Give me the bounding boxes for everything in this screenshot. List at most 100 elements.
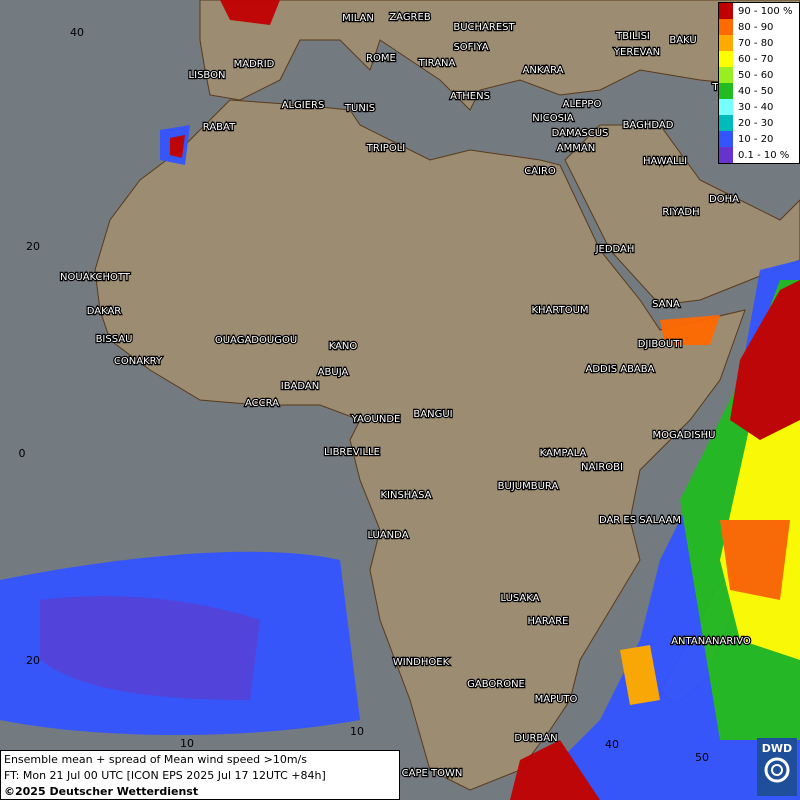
city-label: ALGIERS: [282, 100, 325, 111]
legend-label: 50 - 60: [738, 69, 774, 81]
grid-label: 10: [180, 737, 194, 750]
logo-text: DWD: [761, 742, 793, 755]
grid-label: 40: [605, 738, 619, 751]
legend-swatch: [719, 67, 733, 83]
grid-label: 40: [70, 26, 84, 39]
logo: DWD: [757, 738, 797, 796]
city-label: LUSAKA: [501, 593, 540, 604]
city-label: ZAGREB: [389, 12, 431, 23]
city-label: TRIPOLI: [366, 143, 405, 154]
legend-label: 30 - 40: [738, 101, 774, 113]
legend-swatch: [719, 3, 733, 19]
city-label: ATHENS: [450, 91, 490, 102]
city-label: HAWALLI: [643, 156, 687, 167]
city-label: BUJUMBURA: [498, 481, 559, 492]
city-label: BUCHAREST: [453, 22, 515, 33]
city-label: ROME: [366, 53, 396, 64]
grid-label: 50: [695, 751, 709, 764]
legend-item: 10 - 20: [719, 131, 799, 147]
city-label: MILAN: [342, 13, 374, 24]
legend-swatch: [719, 147, 733, 163]
legend-label: 60 - 70: [738, 53, 774, 65]
city-label: BAGHDAD: [623, 120, 674, 131]
city-label: SANA: [652, 299, 680, 310]
city-label: BISSAU: [96, 334, 133, 345]
city-label: SOFIYA: [453, 42, 488, 53]
city-label: ABUJA: [318, 367, 349, 378]
legend-item: 20 - 30: [719, 115, 799, 131]
city-label: KHARTOUM: [531, 305, 588, 316]
legend-item: 80 - 90: [719, 19, 799, 35]
city-label: BANGUI: [413, 409, 452, 420]
city-label: MADRID: [234, 59, 275, 70]
legend-swatch: [719, 35, 733, 51]
city-label: LISBON: [189, 70, 226, 81]
city-label: RIYADH: [662, 207, 699, 218]
legend-swatch: [719, 83, 733, 99]
city-label: ANKARA: [523, 65, 564, 76]
legend-label: 10 - 20: [738, 133, 774, 145]
city-label: LUANDA: [367, 530, 408, 541]
city-label: CAIRO: [524, 166, 556, 177]
city-label: RABAT: [203, 122, 236, 133]
legend-swatch: [719, 19, 733, 35]
footer-copyright: ©2025 Deutscher Wetterdienst: [4, 785, 199, 798]
city-label: AMMAN: [557, 143, 595, 154]
city-label: YEREVAN: [613, 47, 660, 58]
legend-label: 0.1 - 10 %: [738, 149, 790, 161]
legend-item: 50 - 60: [719, 67, 799, 83]
legend-swatch: [719, 131, 733, 147]
city-label: DJIBOUTI: [638, 339, 683, 350]
city-label: MOGADISHU: [653, 430, 716, 441]
city-label: TUNIS: [344, 103, 375, 114]
city-label: NOUAKCHOTT: [60, 272, 131, 283]
legend-swatch: [719, 99, 733, 115]
legend-label: 80 - 90: [738, 21, 774, 33]
city-label: DAMASCUS: [552, 128, 609, 139]
city-label: JEDDAH: [595, 244, 635, 255]
legend-item: 40 - 50: [719, 83, 799, 99]
africa: [94, 99, 746, 791]
city-label: NAIROBI: [581, 462, 623, 473]
city-label: OUAGADOUGOU: [215, 335, 297, 346]
legend-item: 60 - 70: [719, 51, 799, 67]
city-label: ALEPPO: [563, 99, 602, 110]
legend-label: 40 - 50: [738, 85, 774, 97]
city-label: KINSHASA: [380, 490, 431, 501]
city-label: CAPE TOWN: [402, 768, 463, 779]
city-label: TIRANA: [418, 58, 456, 69]
legend-label: 70 - 80: [738, 37, 774, 49]
city-label: WINDHOEK: [393, 657, 450, 668]
legend-item: 30 - 40: [719, 99, 799, 115]
city-label: YAOUNDE: [351, 414, 401, 425]
legend-item: 70 - 80: [719, 35, 799, 51]
city-label: DAKAR: [87, 306, 122, 317]
footer-time: FT: Mon 21 Jul 00 UTC [ICON EPS 2025 Jul…: [4, 769, 326, 782]
footer: Ensemble mean + spread of Mean wind spee…: [0, 750, 400, 800]
legend-swatch: [719, 51, 733, 67]
city-label: MAPUTO: [535, 694, 578, 705]
city-label: DOHA: [709, 194, 739, 205]
city-label: KANO: [329, 341, 358, 352]
legend: 90 - 100 % 80 - 90 70 - 80 60 - 70 50 - 60 40…: [718, 2, 800, 164]
city-label: GABORONE: [467, 679, 525, 690]
city-label: KAMPALA: [540, 448, 587, 459]
city-label: HARARE: [527, 616, 568, 627]
legend-label: 20 - 30: [738, 117, 774, 129]
city-label: DURBAN: [514, 733, 557, 744]
footer-title: Ensemble mean + spread of Mean wind spee…: [4, 753, 307, 766]
city-label: LIBREVILLE: [324, 447, 380, 458]
legend-item: 90 - 100 %: [719, 3, 799, 19]
grid-label: 20: [26, 240, 40, 253]
city-label: ACCRA: [245, 398, 279, 409]
grid-label: 10: [350, 725, 364, 738]
arabia: [564, 124, 800, 306]
europe: [199, 0, 800, 111]
city-label: ADDIS ABABA: [586, 364, 655, 375]
city-label: TBILISI: [615, 31, 650, 42]
city-label: NICOSIA: [532, 113, 574, 124]
grid-label: 20: [26, 654, 40, 667]
